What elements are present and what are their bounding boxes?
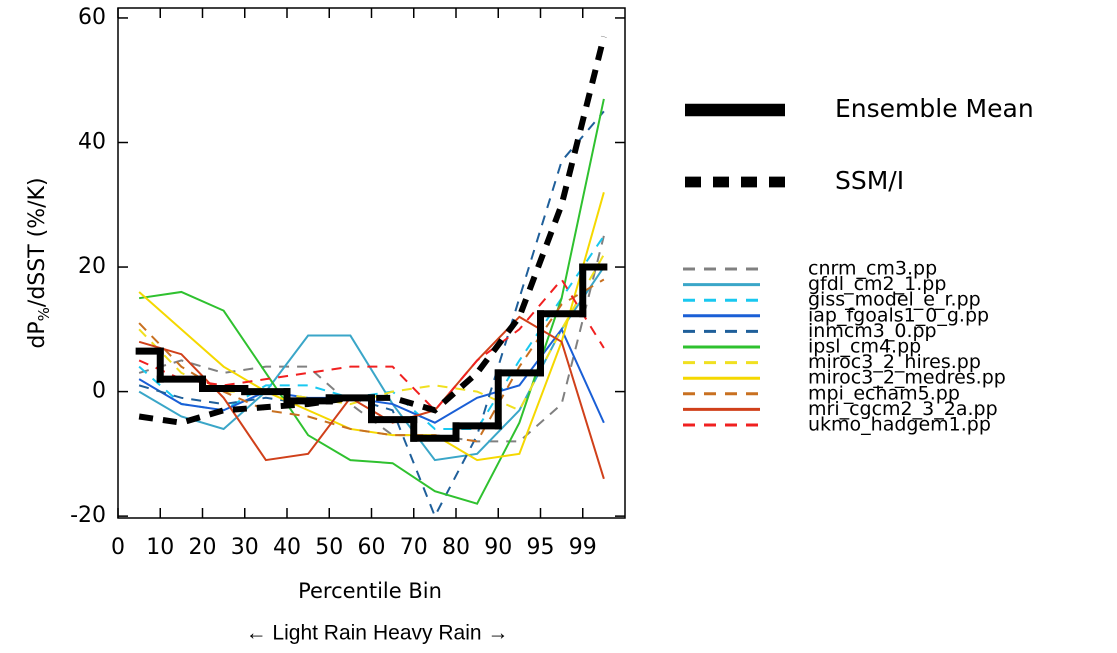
legend-label: Ensemble Mean <box>835 94 1034 123</box>
y-tick-label: 60 <box>78 5 106 30</box>
x-tick-label: 80 <box>442 535 470 560</box>
x-tick-label: 99 <box>569 535 597 560</box>
x-tick-label: 10 <box>146 535 174 560</box>
series-line <box>138 266 605 462</box>
x-tick-label: 60 <box>358 535 386 560</box>
legend-label: giss_model_e_r.pp <box>808 289 981 311</box>
legend-label: ipsl_cm4.pp <box>808 336 921 358</box>
legend-label: mpi_echam5.pp <box>808 382 960 404</box>
legend-label: SSM/I <box>835 166 904 195</box>
annotation: Heavy Rain → <box>373 622 508 645</box>
legend-label: iap_fgoals1_0_g.pp <box>808 304 989 326</box>
legend-label: inmcm3_0.pp <box>808 320 937 342</box>
annotation: ← Light Rain <box>246 622 367 645</box>
y-tick-label: 20 <box>78 254 106 279</box>
x-tick-label: 90 <box>484 535 512 560</box>
plot-frame <box>117 7 626 519</box>
x-tick-label: 95 <box>527 535 555 560</box>
series-line <box>138 192 605 462</box>
series-line <box>138 98 605 505</box>
y-label-main: dP <box>25 321 50 348</box>
legend-label: cnrm_cm3.pp <box>808 258 937 280</box>
plot-area <box>135 35 608 518</box>
x-axis-label: Percentile Bin <box>298 579 442 603</box>
y-label-subscript: % <box>35 307 53 321</box>
y-tick-label: 0 <box>92 379 106 404</box>
series-line <box>138 110 605 518</box>
legend-label: mri_cgcm2_3_2a.pp <box>808 398 998 420</box>
legend-label: miroc3_2_medres.pp <box>808 367 1006 389</box>
x-tick-label: 20 <box>189 535 217 560</box>
x-tick-label: 0 <box>111 535 125 560</box>
y-label-rest: /dSST (%/K) <box>25 177 50 307</box>
series-line <box>138 278 605 443</box>
series-line <box>138 35 607 426</box>
y-tick-label: -20 <box>70 503 106 528</box>
y-tick-label: 40 <box>78 130 106 155</box>
x-tick-label: 70 <box>400 535 428 560</box>
y-axis-label: dP%/dSST (%/K) <box>25 177 53 348</box>
x-tick-label: 40 <box>273 535 301 560</box>
x-tick-label: 50 <box>315 535 343 560</box>
legend-label: miroc3_2_hires.pp <box>808 351 981 373</box>
series-line <box>138 277 605 412</box>
legend-label: ukmo_hadgem1.pp <box>808 414 991 436</box>
legend-label: gfdl_cm2_1.pp <box>808 273 946 295</box>
x-tick-label: 30 <box>231 535 259 560</box>
